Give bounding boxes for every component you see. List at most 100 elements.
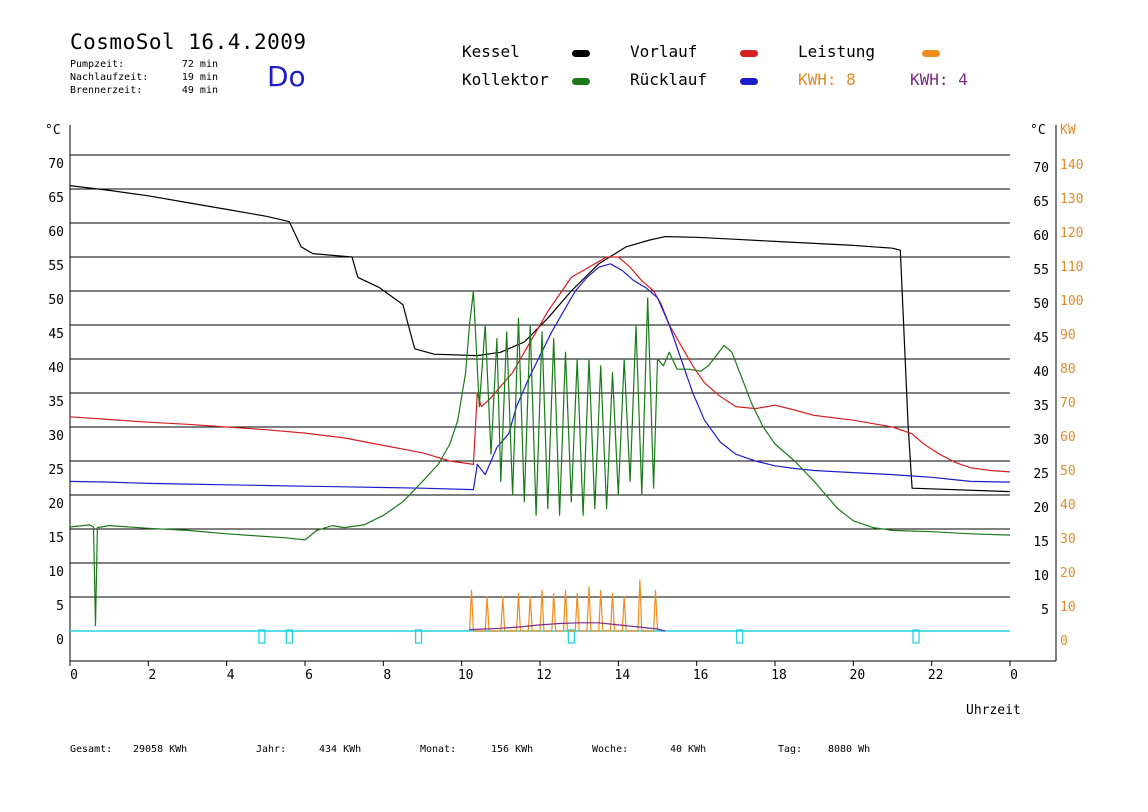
y-tick-label-left: 55 [48,259,64,274]
x-tick-label: 2 [148,668,156,683]
legend-label-kessel: Kessel [462,42,520,61]
y-tick-label-left: 0 [56,633,64,648]
y-tick-label-left: 15 [48,531,64,546]
y-tick-label-kw: 80 [1060,362,1076,377]
stat-value: 19 min [181,72,218,83]
x-tick-label: 0 [1010,668,1018,683]
x-tick-label: 22 [928,668,944,683]
y-tick-label-left: 25 [48,463,64,478]
legend-swatch-ruecklauf [740,78,758,85]
total-label: Gesamt: [70,744,113,755]
y-tick-label-right: 70 [1033,161,1049,176]
y-tick-label-kw: 10 [1060,600,1076,615]
total-value: 29058 KWh [133,744,188,755]
y-tick-label-kw: 20 [1060,566,1076,581]
weekday-label: Do [267,60,306,93]
y-tick-label-left: 65 [48,191,64,206]
week-value: 40 KWh [670,744,707,755]
x-tick-label: 14 [615,668,631,683]
day-value: 8080 Wh [828,744,871,755]
legend-label-leistung: Leistung [798,42,876,61]
y-tick-label-right: 15 [1033,535,1049,550]
series-leistung-line [468,579,659,632]
series-vorlauf-line [69,256,1011,473]
x-tick-label: 20 [850,668,866,683]
y-tick-label-left: 10 [48,565,64,580]
year-value: 434 KWh [319,744,362,755]
y-tick-label-right: 30 [1033,433,1049,448]
y-tick-label-right: 25 [1033,467,1049,482]
legend-swatch-kollektor [572,78,590,85]
y-tick-label-kw: 40 [1060,498,1076,513]
y-tick-label-kw: 50 [1060,464,1076,479]
legend-kwh-orange: KWH: 8 [798,70,856,89]
y-tick-label-kw: 90 [1060,328,1076,343]
y-tick-label-kw: 60 [1060,430,1076,445]
y-tick-label-kw: 30 [1060,532,1076,547]
legend-label-vorlauf: Vorlauf [630,42,698,61]
y-tick-label-right: 45 [1033,331,1049,346]
y-axis-unit-right: °C [1030,123,1046,138]
x-tick-label: 10 [458,668,474,683]
y-tick-label-left: 70 [48,157,64,172]
y-tick-label-right: 5 [1041,603,1049,618]
legend-swatch-kessel [572,50,590,57]
month-label: Monat: [420,744,457,755]
y-tick-label-left: 50 [48,293,64,308]
y-tick-label-left: 45 [48,327,64,342]
week-label: Woche: [592,744,629,755]
legend-swatch-leistung [922,50,940,57]
series-rcklauf-line [69,263,1011,491]
x-tick-label: 4 [227,668,235,683]
y-tick-label-kw: 130 [1060,192,1083,207]
y-tick-label-kw: 140 [1060,158,1083,173]
y-tick-label-left: 20 [48,497,64,512]
x-tick-label: 0 [70,668,78,683]
series-kwh-line [469,622,666,632]
chart-title: CosmoSol 16.4.2009 [70,30,307,54]
legend-label-ruecklauf: Rücklauf [630,70,708,89]
y-tick-label-right: 20 [1033,501,1049,516]
stat-label: Brennerzeit: [70,85,143,96]
y-tick-label-right: 50 [1033,297,1049,312]
month-value: 156 KWh [491,744,534,755]
y-tick-label-kw: 70 [1060,396,1076,411]
stat-label: Pumpzeit: [70,59,125,70]
y-tick-label-kw: 100 [1060,294,1083,309]
year-label: Jahr: [256,744,287,755]
y-tick-label-right: 35 [1033,399,1049,414]
stat-value: 49 min [181,85,218,96]
pump-marker [736,629,744,644]
x-tick-label: 16 [693,668,709,683]
y-tick-label-left: 30 [48,429,64,444]
y-tick-label-kw: 110 [1060,260,1083,275]
y-axis-unit-left: °C [45,123,61,138]
y-tick-label-right: 10 [1033,569,1049,584]
x-axis-label: Uhrzeit [966,703,1021,718]
series-kollektor-line [69,290,1011,627]
pump-marker [912,629,920,644]
legend-swatch-vorlauf [740,50,758,57]
pump-marker [567,629,575,644]
y-tick-label-kw: 0 [1060,634,1068,649]
y-tick-label-right: 65 [1033,195,1049,210]
stat-label: Nachlaufzeit: [70,72,149,83]
y-tick-label-left: 35 [48,395,64,410]
pump-marker [285,629,293,644]
stat-value: 72 min [181,59,218,70]
pump-marker [414,629,423,644]
y-tick-label-right: 40 [1033,365,1049,380]
legend-kwh-purple: KWH: 4 [910,70,968,89]
y-tick-label-right: 55 [1033,263,1049,278]
x-tick-label: 18 [771,668,787,683]
y-tick-label-left: 5 [56,599,64,614]
y-tick-label-left: 40 [48,361,64,376]
legend-label-kollektor: Kollektor [462,70,549,89]
y-tick-label-left: 60 [48,225,64,240]
x-tick-label: 6 [305,668,313,683]
x-tick-label: 8 [383,668,391,683]
series-kessel-line [69,185,1011,493]
y-axis-unit-kw: KW [1060,123,1076,138]
day-label: Tag: [778,744,803,755]
